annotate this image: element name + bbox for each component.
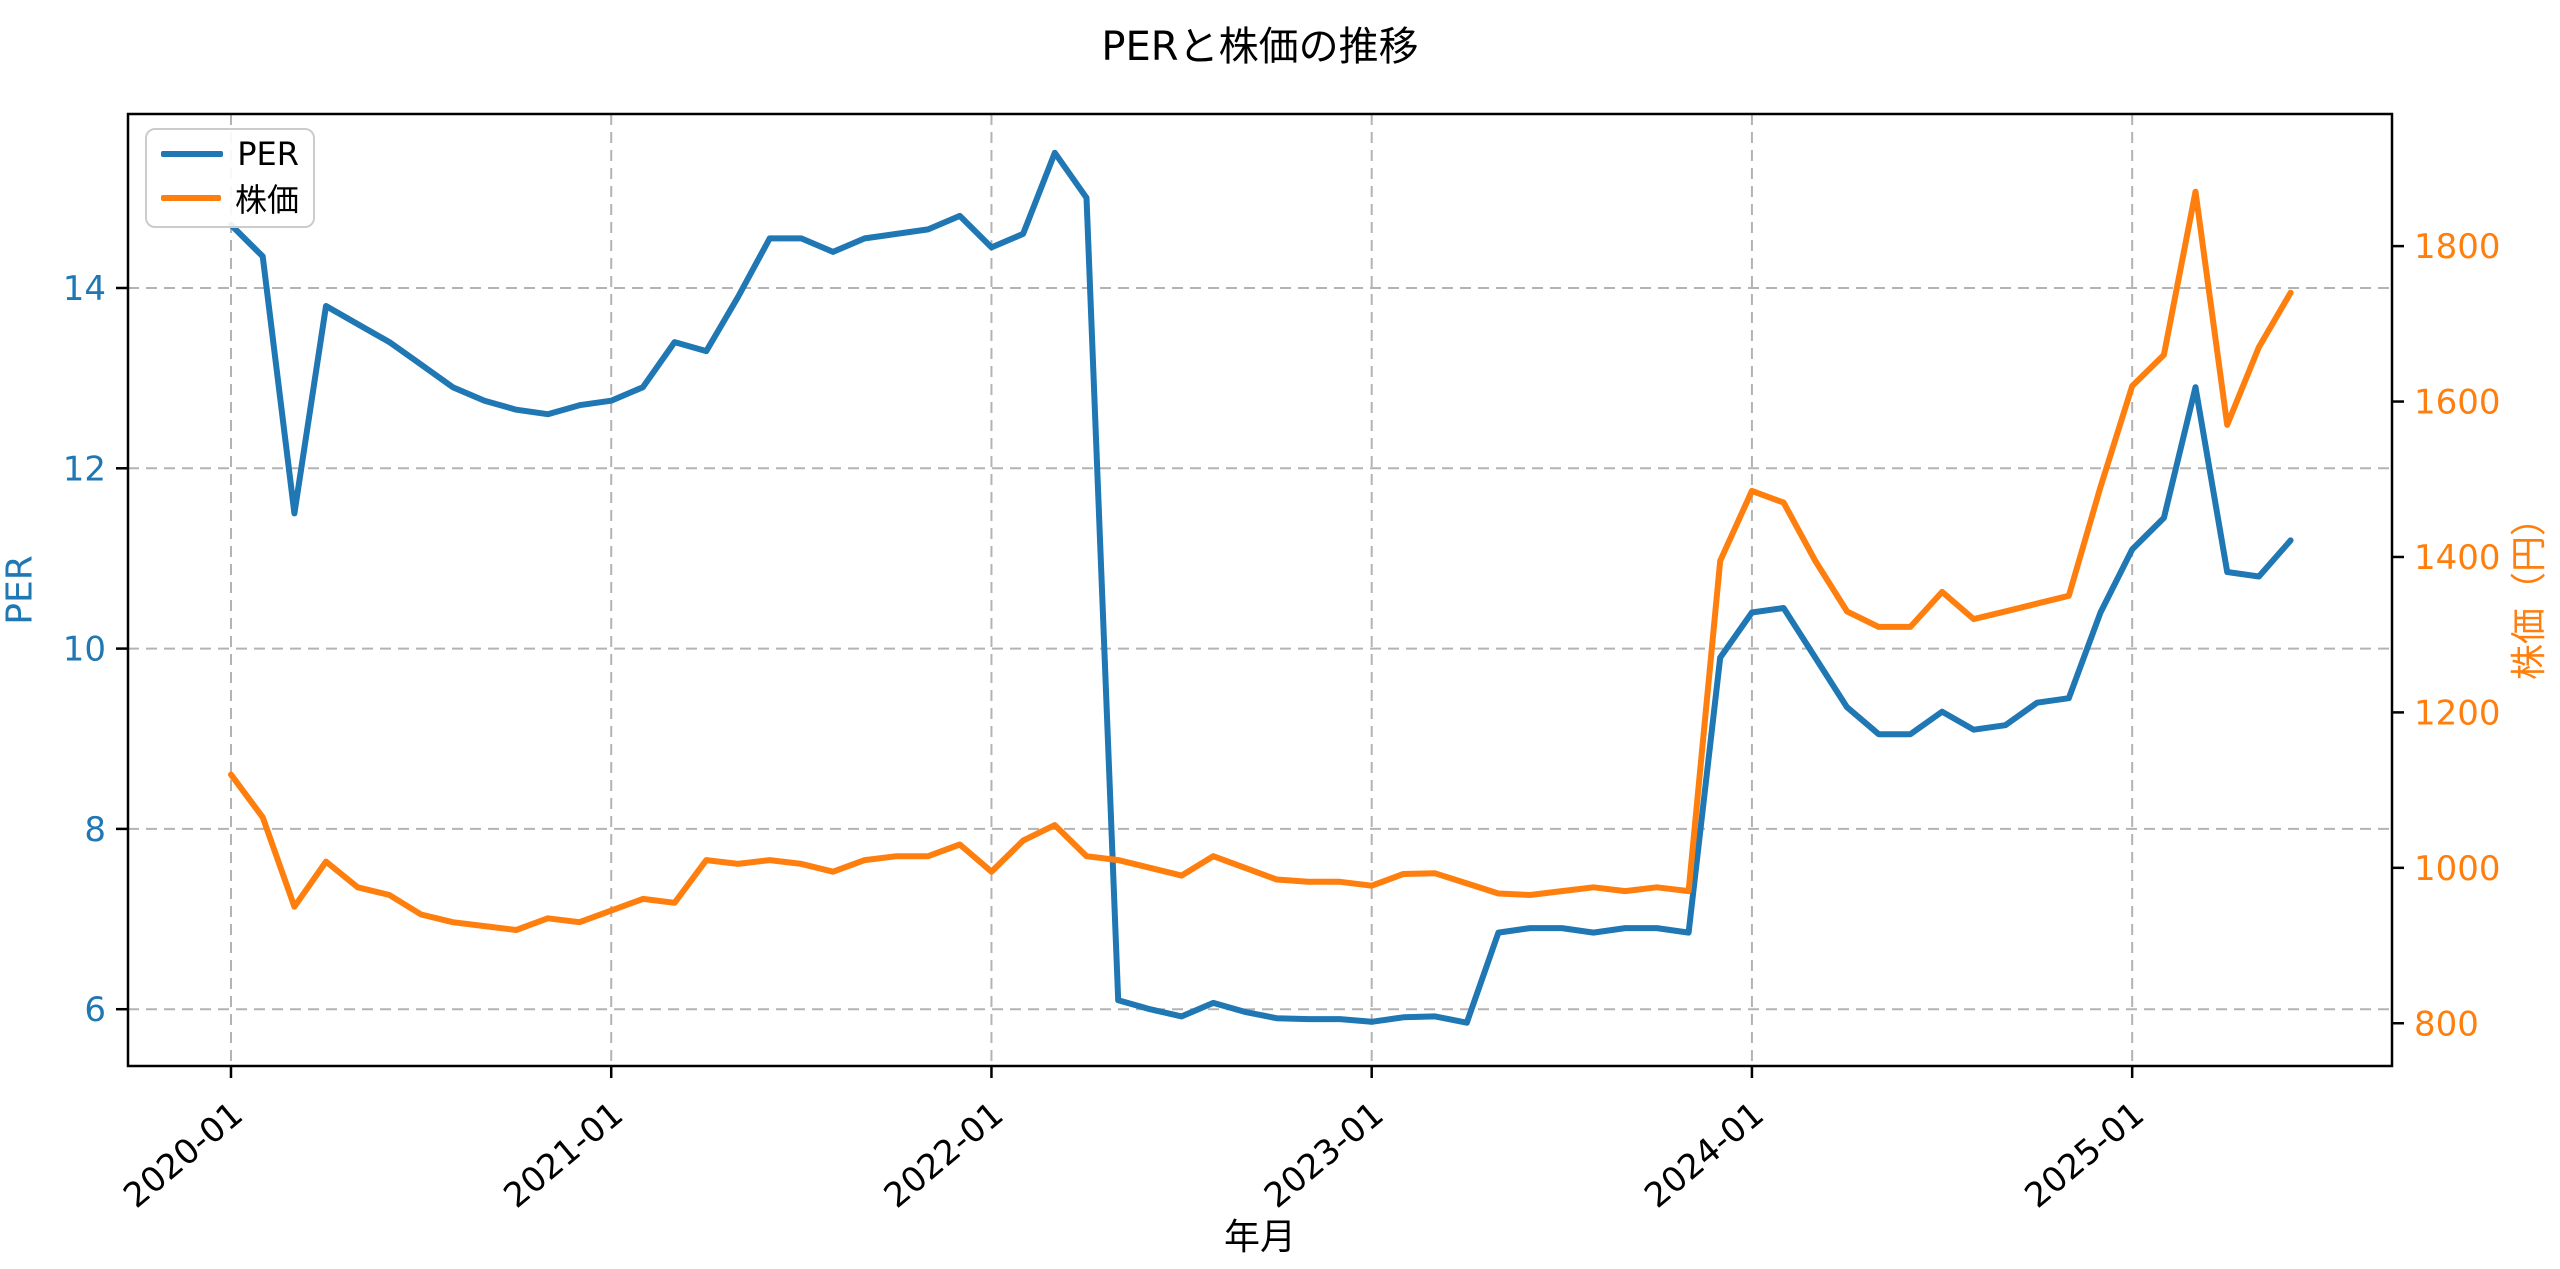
plot-border [126,112,2394,1068]
bottom-tick-label: 2022-01 [877,1094,1012,1216]
legend-label-price: 株価 [234,180,299,219]
x-axis-label: 年月 [1223,1217,1297,1258]
left-tick-label: 12 [63,449,106,489]
bottom-tick-label: 2020-01 [116,1094,251,1216]
bottom-tick-label: 2024-01 [1637,1094,1772,1216]
series-line-right [228,188,2294,933]
left-tick-label: 10 [63,630,106,670]
right-tick-label: 1800 [2414,227,2501,267]
legend-item-price: 株価 [161,175,299,221]
legend-label-per: PER [237,135,299,174]
left-tick-label: 14 [63,269,106,309]
right-tick-label: 800 [2414,1004,2479,1044]
right-tick-label: 1200 [2414,693,2501,733]
left-tick-label: 8 [84,810,106,850]
bottom-tick-label: 2025-01 [2017,1094,2152,1216]
y-axis-label-right: 株価（円） [2509,499,2550,681]
bottom-tick-label: 2021-01 [496,1094,631,1216]
right-tick-label: 1600 [2414,383,2501,423]
chart-title: PERと株価の推移 [1101,24,1419,70]
left-tick-label: 6 [84,990,106,1030]
legend: PER 株価 [145,128,315,228]
right-tick-label: 1000 [2414,849,2501,889]
series-line-left [228,149,2294,1026]
legend-item-per: PER [161,135,299,173]
per-line-swatch-icon [161,151,224,158]
bottom-tick-label: 2023-01 [1257,1094,1392,1216]
right-tick-label: 1400 [2414,538,2501,578]
y-axis-label-left: PER [0,555,41,625]
price-line-swatch-icon [161,194,221,201]
